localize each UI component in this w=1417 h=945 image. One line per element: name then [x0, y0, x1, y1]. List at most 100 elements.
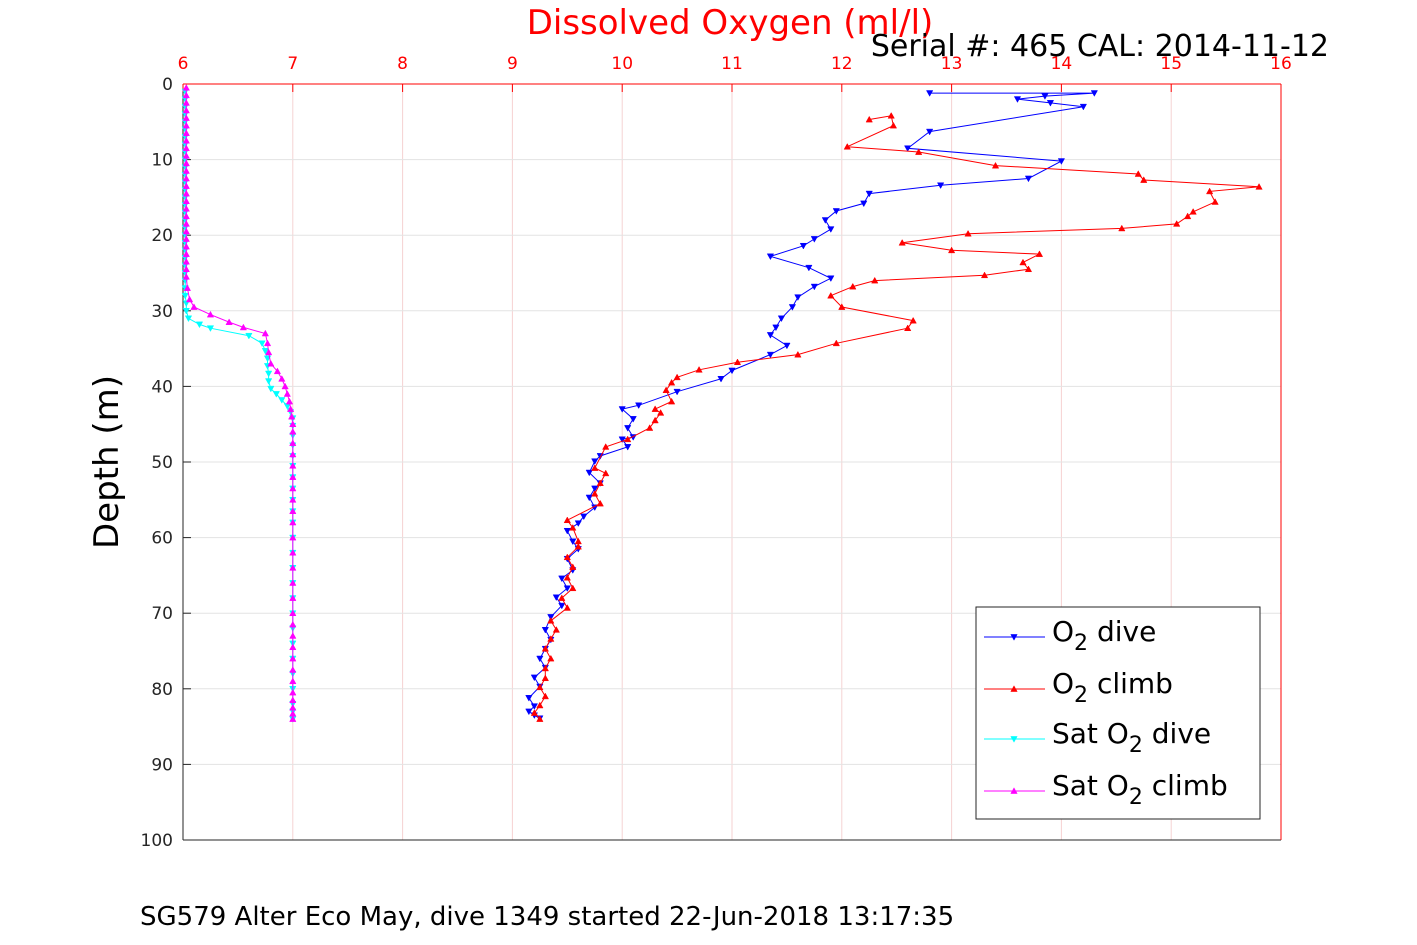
data-point — [182, 114, 190, 121]
data-point — [541, 627, 549, 634]
data-point — [289, 688, 297, 696]
legend-box — [975, 606, 1261, 820]
data-point — [278, 397, 286, 404]
data-point — [635, 402, 643, 410]
data-point — [794, 350, 802, 358]
data-point — [832, 208, 840, 215]
data-point — [289, 533, 297, 541]
x-tick-label: 9 — [507, 54, 518, 74]
data-point — [289, 450, 297, 458]
data-point — [799, 242, 807, 250]
data-point — [585, 494, 593, 502]
data-point — [206, 310, 215, 318]
x-tick-label: 7 — [287, 54, 298, 74]
data-point — [289, 632, 297, 639]
data-point — [766, 351, 775, 359]
data-point — [183, 284, 192, 291]
data-point — [1118, 224, 1126, 232]
data-point — [964, 229, 972, 237]
legend-swatch-marker — [1010, 787, 1018, 794]
data-point — [887, 112, 895, 119]
data-point — [289, 507, 297, 514]
data-point — [591, 490, 599, 497]
data-point — [283, 390, 291, 397]
data-point — [821, 217, 829, 224]
data-point — [182, 182, 190, 189]
data-point — [926, 128, 934, 136]
data-point — [182, 265, 190, 273]
y-tick-label: 70 — [151, 604, 173, 624]
data-point — [536, 683, 544, 691]
data-point — [239, 323, 248, 331]
data-point — [289, 462, 297, 469]
data-point — [1189, 208, 1197, 215]
data-point — [289, 439, 297, 446]
data-point — [182, 144, 190, 152]
x-tick-label: 13 — [941, 54, 963, 74]
data-point — [563, 573, 571, 581]
x-tick-label: 11 — [721, 54, 743, 74]
data-point — [936, 182, 945, 190]
data-point — [289, 609, 297, 617]
series-sat-o2-dive — [181, 88, 297, 723]
legend-label: Sat O2 dive — [1052, 717, 1211, 758]
data-point — [596, 479, 604, 486]
data-point — [563, 553, 571, 561]
footer-caption: SG579 Alter Eco May, dive 1349 started 2… — [140, 902, 954, 932]
data-point — [1041, 93, 1049, 100]
y-tick-label: 0 — [162, 75, 173, 95]
left-axis: 0 10 20 30 40 50 60 70 80 90 100 — [141, 75, 1281, 851]
series-line — [184, 91, 294, 719]
y-tick-label: 50 — [151, 453, 173, 473]
legend-item: O2 climb — [984, 667, 1173, 708]
data-point — [536, 715, 544, 722]
legend-swatch-marker — [1010, 634, 1018, 641]
y-tick-label: 20 — [151, 226, 173, 246]
data-point — [904, 324, 912, 331]
data-point — [1134, 170, 1142, 177]
data-point — [629, 416, 637, 423]
legend-swatch-marker — [1010, 685, 1018, 692]
data-point — [261, 329, 269, 337]
data-point — [810, 283, 818, 291]
data-point — [646, 424, 654, 431]
data-point — [525, 695, 533, 702]
data-point — [182, 257, 190, 265]
data-point — [667, 378, 676, 386]
data-point — [272, 391, 280, 398]
y-tick-label: 30 — [151, 302, 173, 322]
data-point — [547, 617, 555, 624]
data-point — [596, 499, 604, 507]
legend-item: Sat O2 climb — [984, 769, 1228, 810]
data-point — [849, 282, 857, 290]
y-tick-label: 100 — [141, 831, 173, 851]
data-point — [772, 324, 780, 332]
data-point — [624, 435, 632, 443]
data-point — [195, 321, 204, 329]
data-point — [1013, 96, 1022, 103]
data-point — [827, 275, 835, 283]
data-point — [525, 708, 533, 716]
data-point — [1035, 250, 1044, 257]
data-point — [289, 620, 297, 628]
data-point — [947, 246, 956, 254]
data-point — [281, 382, 289, 390]
x-axis-title: Dissolved Oxygen (ml/l) — [527, 3, 934, 43]
x-tick-label: 12 — [831, 54, 853, 74]
data-point — [777, 315, 786, 323]
data-point — [695, 366, 703, 373]
data-point — [289, 428, 297, 435]
data-point — [1255, 183, 1263, 190]
data-point — [182, 136, 190, 144]
data-point — [185, 295, 194, 303]
data-point — [225, 318, 233, 325]
data-point — [673, 388, 681, 396]
data-point — [547, 654, 555, 662]
series-o2-climb — [530, 112, 1263, 722]
data-point — [182, 174, 190, 182]
data-point — [182, 227, 190, 235]
data-point — [805, 264, 813, 272]
x-tick-label: 10 — [611, 54, 633, 74]
data-point — [265, 370, 273, 378]
